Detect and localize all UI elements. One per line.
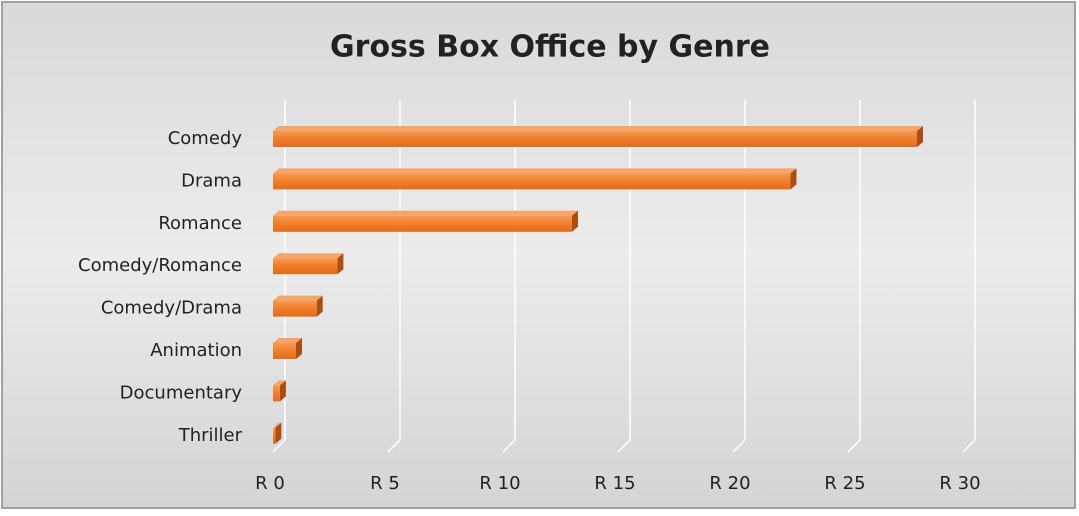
bar [273, 215, 572, 232]
x-tick-label: R 10 [479, 473, 520, 494]
chart-title: Gross Box Office by Genre [330, 30, 770, 65]
bar [273, 300, 317, 317]
bar [273, 258, 338, 275]
y-tick-label: Drama [181, 170, 242, 191]
bar-top [273, 210, 578, 216]
y-tick-label: Documentary [120, 382, 243, 403]
x-tick-label: R 25 [824, 473, 865, 494]
grid-line [502, 439, 516, 453]
bar-top [273, 168, 797, 174]
grid-line [617, 439, 631, 453]
bar-side [572, 210, 578, 232]
grid-line [732, 439, 746, 453]
bar [273, 385, 280, 402]
grid-line [962, 439, 976, 453]
x-tick-label: R 20 [709, 473, 750, 494]
bar-side [316, 295, 323, 317]
bar-side [279, 380, 286, 402]
bar-top [273, 422, 282, 428]
bar-top [273, 295, 323, 301]
y-tick-label: Comedy/Drama [101, 298, 242, 319]
bar [273, 343, 296, 359]
bar-side [275, 422, 282, 444]
bar-top [273, 380, 286, 386]
y-tick-label: Romance [158, 213, 242, 234]
x-tick-label: R 30 [939, 473, 980, 494]
bar-top [273, 126, 923, 131]
bar-side [790, 168, 797, 190]
bar-top [273, 338, 302, 343]
grid-line [387, 439, 401, 453]
y-tick-label: Thriller [178, 425, 243, 446]
x-tick-label: R 0 [255, 473, 285, 494]
bar [273, 131, 917, 147]
bar-side [917, 126, 923, 147]
y-tick-label: Comedy/Romance [78, 255, 242, 276]
grid-line [847, 439, 861, 453]
y-tick-label: Comedy [168, 128, 243, 149]
grid-line [272, 439, 286, 453]
bar-side [337, 253, 344, 275]
bar-top [273, 253, 344, 259]
y-tick-label: Animation [150, 340, 242, 361]
bar [273, 173, 791, 190]
bar-side [296, 338, 302, 359]
bar [273, 427, 276, 444]
x-tick-label: R 5 [370, 473, 400, 494]
x-tick-label: R 15 [594, 473, 635, 494]
